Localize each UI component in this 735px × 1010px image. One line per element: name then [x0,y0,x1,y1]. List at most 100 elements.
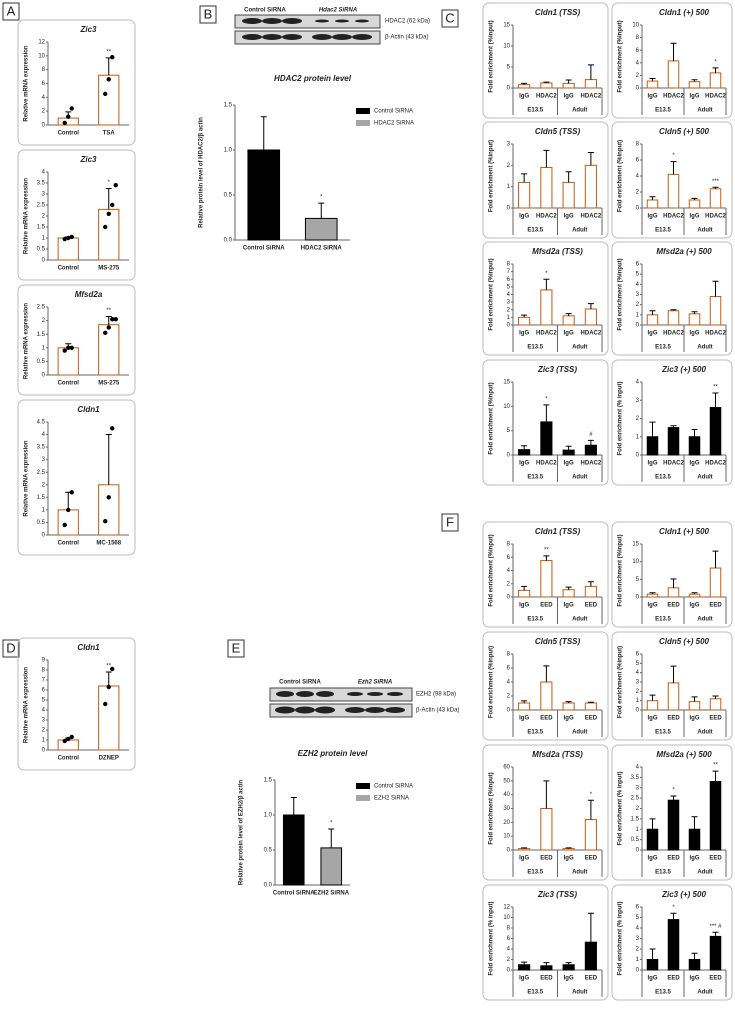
chart-title: Mfsd2a (TSS) [532,247,583,256]
y-tick-label: 8 [636,35,640,41]
x-tick-label: Control [58,266,80,272]
y-tick-label: 5 [636,661,640,667]
legend-label: Control SiRNA [374,784,413,790]
significance-label: ** [713,763,718,769]
x-tick-label: EED [585,856,598,862]
panel-frame [611,2,733,119]
x-tick-label: IgG [519,461,529,467]
bar [709,567,722,598]
significance-label: ** [713,385,718,391]
y-tick-label: 5 [42,698,46,704]
x-tick-label: Control [58,381,80,387]
bar [540,965,553,971]
bar [584,79,597,89]
chart-title: Zic3 (TSS) [537,890,577,899]
error-bar [290,797,297,815]
bar [688,828,701,851]
y-tick-label: 1.5 [264,778,273,784]
y-tick-label: 1.0 [224,148,233,154]
error-bar [105,188,112,210]
y-tick-label: 2 [507,307,511,313]
y-axis-label: Fold enrichment (%input) [618,20,624,92]
error-bar [691,197,698,200]
x-tick-label: EED [709,603,722,609]
blot-band-label: β-Actin (43 kDa) [416,708,459,714]
error-bar [587,152,594,166]
y-tick-label: 2.5 [37,305,46,311]
error-bar [543,555,550,561]
data-point [103,518,108,524]
group-label: E13.5 [527,617,543,623]
x-tick-label: IgG [519,94,529,100]
significance-label: *** [712,179,720,185]
y-tick-label: 4 [507,947,511,953]
bar [667,799,680,851]
x-tick-label: IgG [648,716,658,722]
panel-frame [611,744,733,881]
y-axis-label: Fold enrichment (%input) [489,140,495,212]
group-label: E13.5 [527,108,543,114]
error-bar [691,592,698,595]
bar [518,84,531,89]
x-tick-label: EED [585,716,598,722]
bar [688,81,701,89]
error-bar [318,202,325,219]
bar [562,589,575,598]
bar [688,593,701,598]
error-bar [521,700,528,703]
bar [540,289,553,326]
error-bar [543,780,550,809]
y-tick-label: 30 [503,806,510,812]
x-tick-label: EED [709,716,722,722]
error-bar [565,962,572,965]
panel-frame [482,631,609,741]
data-point [66,114,71,119]
y-tick-label: 8 [507,262,511,268]
y-tick-label: 5 [636,272,640,278]
bar [518,449,531,456]
y-tick-label: 2.5 [631,796,640,802]
x-tick-label: EED [540,603,553,609]
bar [562,449,575,456]
error-bar [712,280,719,297]
panel-letter: A [7,3,16,18]
chart-title: Mfsd2a (TSS) [532,750,583,759]
y-tick-label: 2 [507,957,511,963]
x-tick-label: TSA [103,131,116,137]
error-bar [565,445,572,451]
error-bar [565,847,572,849]
data-point [62,236,67,242]
y-tick-label: 0 [42,533,46,539]
y-tick-label: 0 [636,86,640,92]
group-label: Adult [697,870,712,876]
chart-title: Mfsd2a (+) 500 [656,750,712,759]
x-tick-label: Control SiRNA [273,891,315,897]
y-tick-label: 2 [636,73,640,79]
y-tick-label: 1.0 [264,813,273,819]
y-tick-label: 60 [503,765,510,771]
y-tick-label: 2 [636,806,640,812]
data-point [62,120,67,126]
y-tick-label: 4 [42,432,46,438]
chart-title: Cldn5 (TSS) [535,127,581,136]
group-label: Adult [572,617,587,623]
data-point [106,211,111,216]
error-bar [670,161,677,175]
x-tick-label: HDAC2 [705,94,726,100]
y-tick-label: 8 [42,67,46,73]
legend-label: EZH2 SiRNA [374,796,409,802]
error-bar [712,392,719,408]
bar [540,421,553,456]
y-tick-label: 4 [42,170,46,176]
y-tick-label: 1 [636,957,640,963]
y-tick-label: 1 [42,738,46,744]
error-bar [521,82,528,85]
x-tick-label: IgG [564,976,574,982]
y-axis-label: Relative protein level of HDAC2/β actin [199,117,205,228]
bar [518,181,531,209]
panel-frame [17,399,136,556]
significance-label: * [590,792,593,798]
x-tick-label: EED [709,976,722,982]
bar [562,82,575,89]
x-tick-label: IgG [564,214,574,220]
